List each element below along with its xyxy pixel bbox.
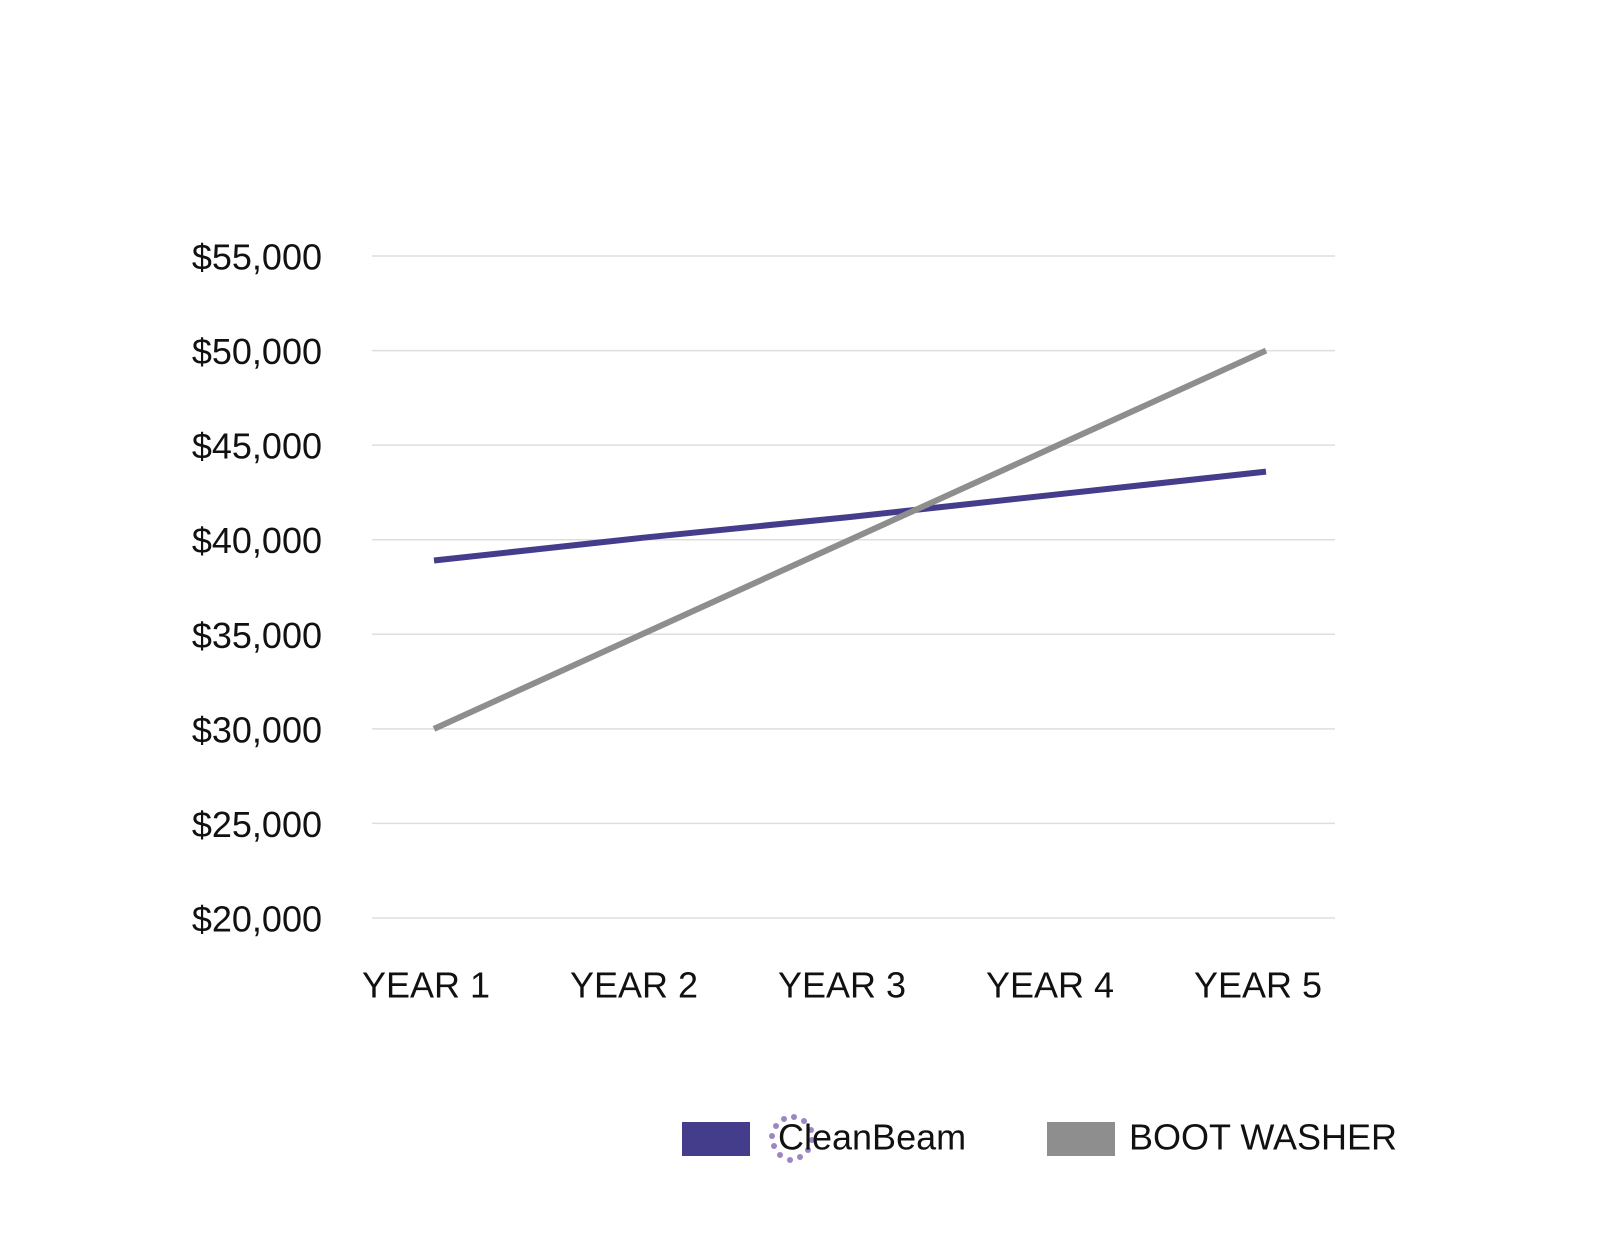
y-tick-label: $35,000 (192, 615, 322, 656)
x-tick-label: YEAR 2 (570, 965, 698, 1006)
y-tick-label: $55,000 (192, 237, 322, 278)
y-tick-label: $45,000 (192, 426, 322, 467)
x-tick-label: YEAR 5 (1194, 965, 1322, 1006)
y-tick-label: $50,000 (192, 331, 322, 372)
x-tick-label: YEAR 3 (778, 965, 906, 1006)
y-tick-label: $30,000 (192, 709, 322, 750)
legend-label: CleanBeam (778, 1117, 966, 1158)
y-tick-label: $20,000 (192, 899, 322, 940)
y-tick-label: $40,000 (192, 520, 322, 561)
legend-label: BOOT WASHER (1129, 1117, 1397, 1158)
y-tick-label: $25,000 (192, 804, 322, 845)
x-tick-label: YEAR 4 (986, 965, 1114, 1006)
legend-swatch (682, 1122, 750, 1156)
line-series (432, 347, 1268, 732)
x-tick-label: YEAR 1 (362, 965, 490, 1006)
legend-swatch (1047, 1122, 1115, 1156)
logo-icon (769, 1114, 815, 1163)
line-series (433, 468, 1267, 564)
